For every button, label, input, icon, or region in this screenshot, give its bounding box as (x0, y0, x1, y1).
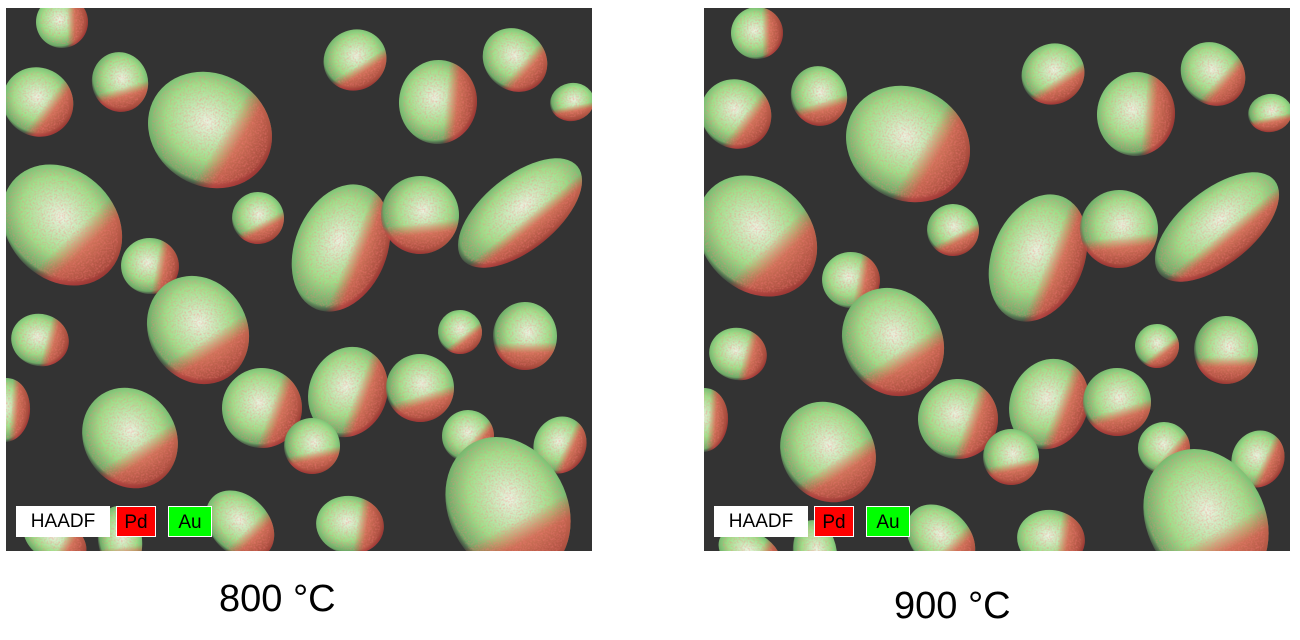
particle (82, 387, 178, 489)
particle (550, 82, 592, 122)
particle (718, 528, 782, 551)
particle (846, 85, 970, 203)
particle (11, 313, 69, 367)
particle (790, 66, 848, 126)
particle (316, 495, 384, 551)
particle (841, 287, 945, 397)
particle (1080, 190, 1158, 268)
particle (398, 60, 478, 144)
particle (222, 368, 302, 448)
particle (1143, 449, 1269, 551)
legend-au: Au (866, 506, 910, 537)
particle (927, 204, 979, 256)
particle (148, 71, 272, 189)
legend-haadf: HAADF (16, 506, 110, 537)
particle (1180, 42, 1246, 106)
legend-au: Au (168, 506, 212, 537)
particle (780, 401, 876, 503)
particle (1096, 72, 1176, 156)
particle (1017, 509, 1085, 551)
particle (381, 176, 459, 254)
particle (121, 237, 179, 295)
particle (308, 346, 388, 438)
particle (445, 437, 571, 551)
particle (988, 194, 1088, 322)
particle (533, 416, 587, 474)
particle (284, 418, 341, 474)
particle (232, 192, 284, 244)
legend-pd: Pd (814, 506, 854, 537)
particle (438, 310, 482, 354)
legend: HAADF Pd Au (16, 506, 212, 537)
legend-pd: Pd (116, 506, 156, 537)
legend: HAADF Pd Au (714, 506, 910, 537)
particle (1135, 324, 1179, 368)
particle (457, 158, 583, 268)
particle (1231, 430, 1285, 488)
particle (492, 302, 558, 370)
particle (205, 490, 275, 551)
particle-map (704, 8, 1290, 551)
particle (323, 29, 387, 91)
caption-800: 800 °C (219, 578, 336, 620)
eds-map-900: HAADF Pd Au (704, 8, 1290, 551)
particle (1248, 93, 1290, 133)
particle (709, 327, 767, 381)
particle-map (6, 8, 592, 551)
particle (1009, 358, 1089, 450)
particle (291, 184, 391, 312)
particle (1154, 172, 1280, 282)
particle (146, 275, 250, 385)
legend-haadf: HAADF (714, 506, 808, 537)
particle (704, 79, 772, 149)
particle (792, 520, 838, 551)
particle (906, 504, 976, 551)
particle (982, 429, 1039, 485)
caption-900: 900 °C (894, 585, 1011, 627)
particle (731, 8, 783, 59)
particle (36, 8, 88, 48)
particle (6, 164, 123, 286)
particle (704, 175, 818, 297)
eds-map-800: HAADF Pd Au (6, 8, 592, 551)
particle (386, 354, 455, 422)
particle (704, 388, 729, 452)
particle (91, 52, 149, 112)
particle (918, 379, 998, 459)
particle (1021, 43, 1085, 105)
particle (1083, 368, 1151, 436)
particle (482, 28, 548, 92)
particle (6, 67, 74, 137)
particle (1193, 316, 1259, 384)
particle (6, 378, 31, 442)
